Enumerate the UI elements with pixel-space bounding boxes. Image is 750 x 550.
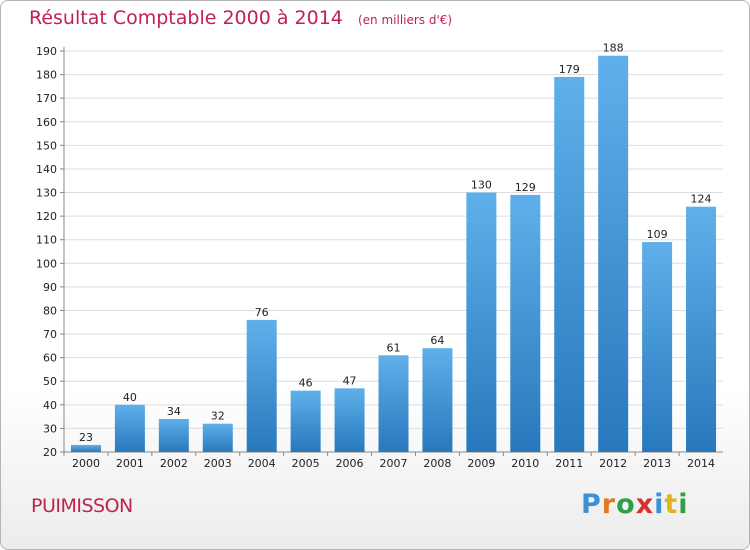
y-tick-label: 140 bbox=[36, 163, 57, 176]
bar-2006 bbox=[334, 388, 365, 452]
y-tick-label: 190 bbox=[36, 45, 57, 58]
data-label-2001: 40 bbox=[123, 391, 137, 404]
y-tick-label: 150 bbox=[36, 139, 57, 152]
bar-2008 bbox=[422, 348, 453, 452]
data-label-2007: 61 bbox=[387, 341, 401, 354]
proxiti-logo[interactable]: Proxiti bbox=[581, 489, 689, 520]
bar-2004 bbox=[246, 319, 277, 452]
x-tick-label: 2005 bbox=[292, 457, 320, 470]
bar-2014 bbox=[686, 206, 717, 452]
data-label-2011: 179 bbox=[559, 63, 580, 76]
chart-unit-label: (en milliers d'€) bbox=[357, 13, 453, 27]
bars bbox=[70, 55, 717, 453]
data-label-2014: 124 bbox=[691, 193, 712, 206]
x-tick-label: 2000 bbox=[72, 457, 100, 470]
data-labels: 23 40 34 32 76 46 47 61 64 130 129 179 188 109 124 bbox=[79, 42, 712, 444]
x-tick-label: 2001 bbox=[116, 457, 144, 470]
data-label-2006: 47 bbox=[343, 374, 357, 387]
y-tick-label: 120 bbox=[36, 210, 57, 223]
bar-2002 bbox=[158, 418, 189, 452]
x-tick-label: 2002 bbox=[160, 457, 188, 470]
y-tick-label: 40 bbox=[43, 399, 57, 412]
bar-2013 bbox=[642, 242, 673, 452]
x-tick-label: 2009 bbox=[467, 457, 495, 470]
x-tick-label: 2011 bbox=[555, 457, 583, 470]
y-tick-label: 170 bbox=[36, 92, 57, 105]
bar-2007 bbox=[378, 355, 409, 452]
data-label-2009: 130 bbox=[471, 179, 492, 192]
bar-2003 bbox=[202, 423, 233, 452]
bar-2012 bbox=[598, 55, 629, 452]
y-tick-label: 90 bbox=[43, 281, 57, 294]
x-tick-label: 2007 bbox=[380, 457, 408, 470]
data-label-2013: 109 bbox=[647, 228, 668, 241]
x-tick-label: 2006 bbox=[336, 457, 364, 470]
x-tick-label: 2008 bbox=[423, 457, 451, 470]
data-label-2012: 188 bbox=[603, 42, 624, 55]
bar-2001 bbox=[114, 404, 145, 452]
x-tick-label: 2014 bbox=[687, 457, 715, 470]
x-tick-label: 2012 bbox=[599, 457, 627, 470]
bar-2009 bbox=[466, 192, 497, 452]
y-tick-label: 80 bbox=[43, 304, 57, 317]
data-label-2010: 129 bbox=[515, 181, 536, 194]
x-tick-label: 2004 bbox=[248, 457, 276, 470]
x-tick-label: 2003 bbox=[204, 457, 232, 470]
y-tick-label: 110 bbox=[36, 234, 57, 247]
y-tick-label: 70 bbox=[43, 328, 57, 341]
data-label-2008: 64 bbox=[430, 334, 444, 347]
y-tick-label: 180 bbox=[36, 69, 57, 82]
data-label-2005: 46 bbox=[299, 377, 313, 390]
bar-2010 bbox=[510, 194, 541, 452]
data-label-2004: 76 bbox=[255, 306, 269, 319]
y-tick-label: 100 bbox=[36, 257, 57, 270]
bar-2005 bbox=[290, 390, 321, 452]
chart-title: Résultat Comptable 2000 à 2014 bbox=[29, 7, 343, 29]
y-tick-label: 50 bbox=[43, 375, 57, 388]
x-tick-labels: 2000 2001 2002 2003 2004 2005 2006 2007 2008 2009… bbox=[72, 457, 715, 470]
y-tick-label: 30 bbox=[43, 422, 57, 435]
chart-header: Résultat Comptable 2000 à 2014 (en milli… bbox=[29, 7, 452, 29]
y-tick-labels: 20 30 40 50 60 70 80 90 100 110 120 130 140 150 160 170… bbox=[36, 45, 57, 459]
y-tick-label: 20 bbox=[43, 446, 57, 459]
bar-2011 bbox=[554, 76, 585, 453]
commune-name: PUIMISSON bbox=[31, 495, 133, 517]
bar-2000 bbox=[70, 444, 101, 452]
x-tick-label: 2013 bbox=[643, 457, 671, 470]
y-tick-label: 160 bbox=[36, 116, 57, 129]
x-tick-label: 2010 bbox=[511, 457, 539, 470]
data-label-2000: 23 bbox=[79, 431, 93, 444]
data-label-2003: 32 bbox=[211, 410, 225, 423]
y-tick-label: 60 bbox=[43, 352, 57, 365]
y-tick-label: 130 bbox=[36, 187, 57, 200]
data-label-2002: 34 bbox=[167, 405, 181, 418]
